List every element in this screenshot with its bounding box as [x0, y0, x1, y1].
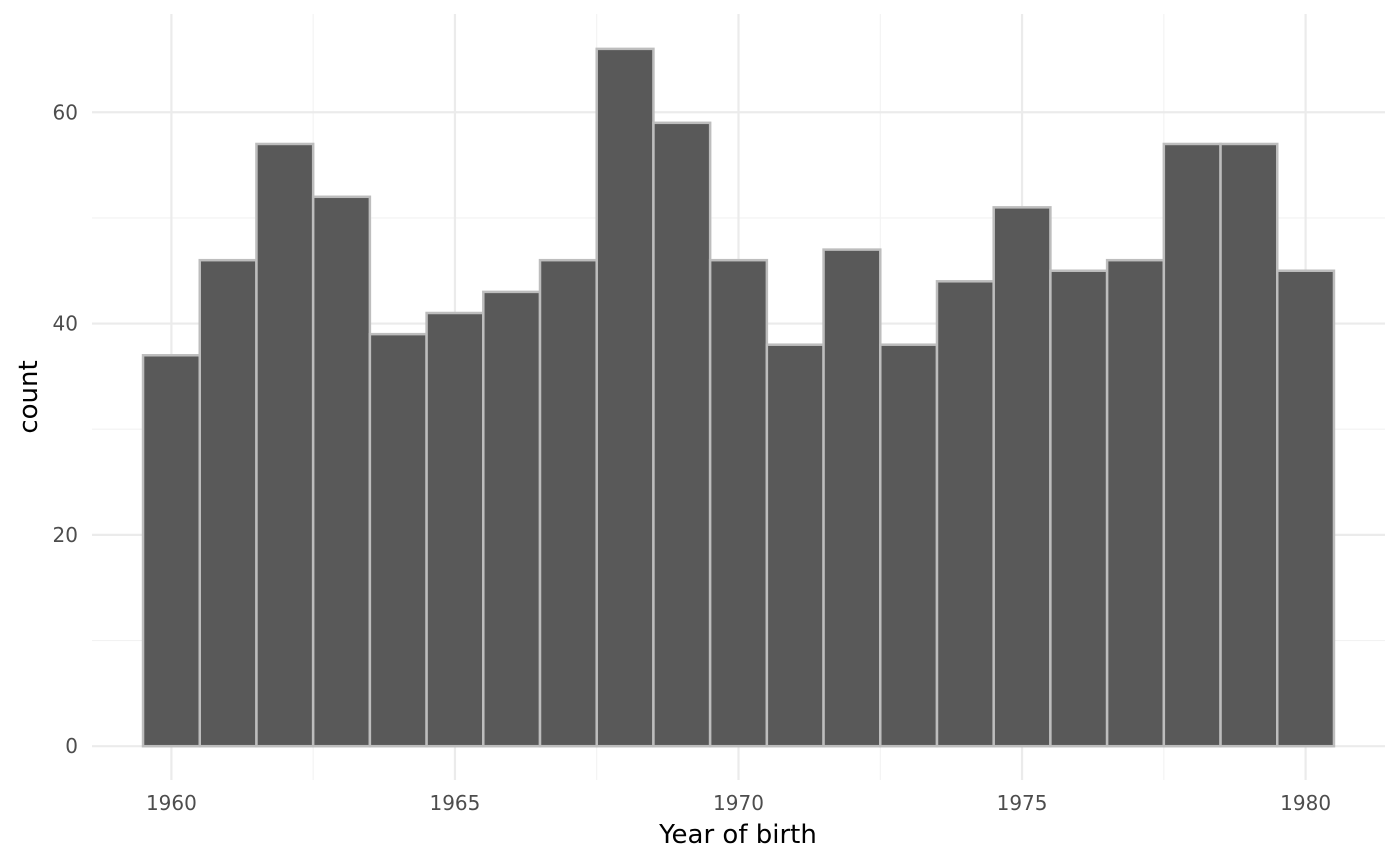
y-tick-label: 0	[65, 734, 78, 758]
histogram-bar	[368, 332, 428, 748]
histogram-bar	[141, 354, 201, 748]
y-tick-label: 40	[53, 312, 78, 336]
histogram-bar	[1105, 258, 1166, 748]
histogram-bar	[595, 47, 655, 748]
histogram-bar	[1276, 269, 1336, 748]
histogram-bar	[482, 290, 542, 748]
histogram-bar	[879, 343, 939, 748]
x-axis-title: Year of birth	[658, 820, 817, 850]
x-tick-label: 1980	[1280, 791, 1331, 815]
histogram-bar	[652, 121, 712, 748]
histogram-bar	[255, 142, 315, 748]
x-tick-label: 1975	[997, 791, 1048, 815]
histogram-bar	[1219, 142, 1279, 748]
histogram-bar	[708, 258, 769, 748]
histogram-bar	[822, 248, 882, 748]
histogram-bar	[1049, 269, 1109, 748]
y-axis-tick-labels: 0 20 40 60	[53, 100, 78, 758]
y-axis-title: count	[14, 360, 44, 433]
histogram-bar	[538, 258, 598, 748]
y-tick-label: 60	[53, 100, 78, 124]
histogram-bar	[765, 343, 825, 748]
histogram-bars	[141, 47, 1336, 748]
x-tick-label: 1960	[146, 791, 197, 815]
x-axis-tick-labels: 1960 1965 1970 1975 1980	[146, 791, 1331, 815]
histogram-bar	[1162, 142, 1222, 748]
histogram-bar	[992, 206, 1052, 748]
x-tick-label: 1970	[713, 791, 764, 815]
histogram-bar	[311, 195, 372, 748]
y-tick-label: 20	[53, 523, 78, 547]
histogram-bar	[935, 280, 995, 748]
histogram-bar	[425, 311, 485, 748]
histogram-bar	[198, 258, 258, 748]
x-tick-label: 1965	[429, 791, 480, 815]
